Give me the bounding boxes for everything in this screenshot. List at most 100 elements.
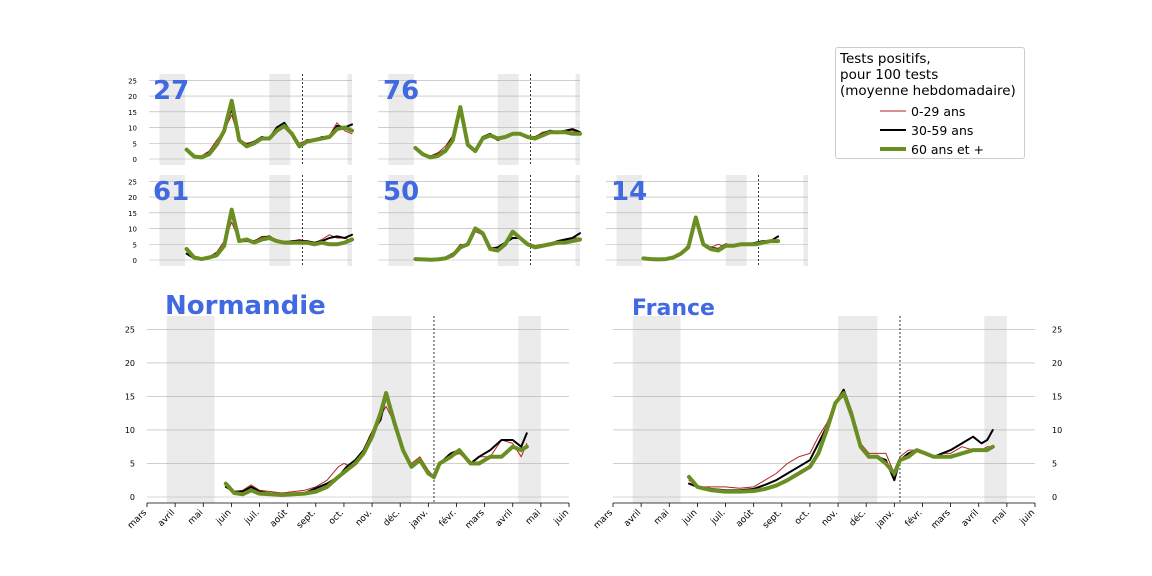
ytick-label-normandie-20: 20 — [125, 359, 135, 368]
shaded-period-50-0 — [388, 175, 414, 266]
ytick-label-61-15: 15 — [128, 210, 137, 218]
ytick-label-france-0: 0 — [1052, 493, 1057, 502]
ytick-label-france-10: 10 — [1052, 426, 1062, 435]
ytick-label-normandie-25: 25 — [125, 325, 135, 334]
month-label-france-8: nov. — [820, 508, 840, 528]
panel-title-76: 76 — [383, 76, 419, 106]
panel-title-france: France — [632, 296, 715, 321]
month-label-normandie-1: avril — [156, 508, 177, 529]
month-label-france-3: juin — [680, 508, 699, 527]
month-label-normandie-14: mai — [524, 508, 543, 527]
month-label-normandie-9: déc. — [381, 507, 402, 528]
legend-label-30-59: 30-59 ans — [911, 122, 974, 138]
legend-entry-30-59: 30-59 ans — [880, 121, 973, 139]
panel-title-61: 61 — [153, 177, 189, 207]
ytick-label-france-20: 20 — [1052, 359, 1062, 368]
panel-title-50: 50 — [383, 177, 419, 207]
legend-title: Tests positifs, pour 100 tests (moyenne … — [840, 51, 1016, 99]
series-line-14-30-59-ans — [642, 218, 780, 261]
month-label-france-6: sept. — [761, 508, 784, 531]
month-label-france-10: janv. — [874, 508, 897, 531]
shaded-period-14-1 — [725, 175, 747, 266]
month-label-normandie-15: juin — [552, 508, 571, 527]
shaded-period-61-1 — [269, 175, 291, 266]
shaded-period-14-2 — [803, 175, 808, 266]
month-label-france-7: oct. — [793, 508, 812, 527]
ytick-label-61-20: 20 — [128, 194, 137, 202]
legend-label-60-plus: 60 ans et + — [911, 141, 984, 157]
shaded-period-france-0 — [632, 316, 681, 503]
month-label-normandie-8: nov. — [354, 508, 374, 528]
month-label-normandie-10: janv. — [408, 508, 431, 531]
month-label-france-12: mars — [930, 508, 953, 531]
ytick-label-normandie-5: 5 — [130, 459, 135, 468]
shaded-period-76-1 — [497, 74, 519, 165]
legend-swatch-30-59 — [880, 129, 906, 131]
month-label-normandie-3: juin — [214, 508, 233, 527]
ytick-label-61-25: 25 — [128, 178, 137, 186]
month-label-normandie-0: mars — [126, 508, 149, 531]
series-line-50-60-ans-et- — [413, 226, 582, 262]
month-label-normandie-4: juil. — [243, 508, 262, 527]
shaded-period-27-2 — [347, 74, 352, 165]
shaded-period-76-0 — [388, 74, 414, 165]
ytick-label-27-10: 10 — [128, 125, 137, 133]
month-label-normandie-5: août — [268, 508, 290, 530]
series-line-normandie-60-ans-et- — [223, 391, 529, 497]
month-label-normandie-6: sept. — [295, 508, 318, 531]
month-label-france-2: mai — [652, 508, 671, 527]
shaded-period-50-2 — [575, 175, 580, 266]
legend-swatch-60-plus — [880, 147, 906, 151]
shaded-period-france-2 — [984, 316, 1007, 503]
month-label-france-4: juil. — [709, 508, 728, 527]
ytick-label-61-10: 10 — [128, 226, 137, 234]
legend-label-0-29: 0-29 ans — [911, 103, 966, 119]
ytick-label-27-20: 20 — [128, 93, 137, 101]
month-label-france-5: août — [734, 508, 756, 530]
shaded-period-50-1 — [497, 175, 519, 266]
month-label-normandie-11: févr. — [437, 507, 459, 529]
series-line-50-0-29-ans — [414, 231, 581, 260]
series-line-76-60-ans-et- — [413, 105, 582, 160]
legend: Tests positifs, pour 100 tests (moyenne … — [835, 47, 1025, 159]
month-label-france-13: avril — [960, 508, 981, 529]
month-label-france-14: mai — [990, 508, 1009, 527]
shaded-period-normandie-0 — [166, 316, 215, 503]
shaded-period-27-0 — [159, 74, 186, 165]
series-line-14-0-29-ans — [642, 221, 779, 260]
month-label-france-1: avril — [622, 508, 643, 529]
month-label-normandie-12: mars — [464, 508, 487, 531]
ytick-label-normandie-0: 0 — [130, 493, 135, 502]
shaded-period-france-1 — [838, 316, 878, 503]
series-line-61-60-ans-et- — [184, 207, 354, 262]
month-label-france-0: mars — [592, 508, 615, 531]
legend-entry-0-29: 0-29 ans — [880, 102, 965, 120]
ytick-label-france-25: 25 — [1052, 325, 1062, 334]
month-label-normandie-13: avril — [494, 508, 515, 529]
ytick-label-27-25: 25 — [128, 77, 137, 85]
month-label-normandie-2: mai — [186, 508, 205, 527]
panel-title-14: 14 — [611, 177, 647, 207]
ytick-label-27-5: 5 — [133, 140, 137, 148]
series-line-14-60-ans-et- — [641, 215, 781, 262]
ytick-label-61-0: 0 — [133, 257, 137, 265]
ytick-label-france-5: 5 — [1052, 459, 1057, 468]
legend-entry-60-plus: 60 ans et + — [880, 140, 984, 158]
ytick-label-27-15: 15 — [128, 109, 137, 117]
series-line-france-60-ans-et- — [687, 391, 995, 494]
legend-swatch-0-29 — [880, 110, 906, 112]
month-label-normandie-7: oct. — [327, 508, 346, 527]
ytick-label-france-15: 15 — [1052, 392, 1062, 401]
ytick-label-normandie-15: 15 — [125, 392, 135, 401]
series-line-27-60-ans-et- — [184, 98, 354, 160]
panel-title-normandie: Normandie — [165, 291, 326, 321]
shaded-period-61-2 — [347, 175, 352, 266]
shaded-period-14-0 — [616, 175, 642, 266]
month-label-france-9: déc. — [847, 507, 868, 528]
ytick-label-27-0: 0 — [133, 156, 137, 164]
shaded-period-27-1 — [269, 74, 291, 165]
shaded-period-normandie-2 — [518, 316, 541, 503]
month-label-france-15: juin — [1018, 508, 1037, 527]
panel-title-27: 27 — [153, 76, 189, 106]
